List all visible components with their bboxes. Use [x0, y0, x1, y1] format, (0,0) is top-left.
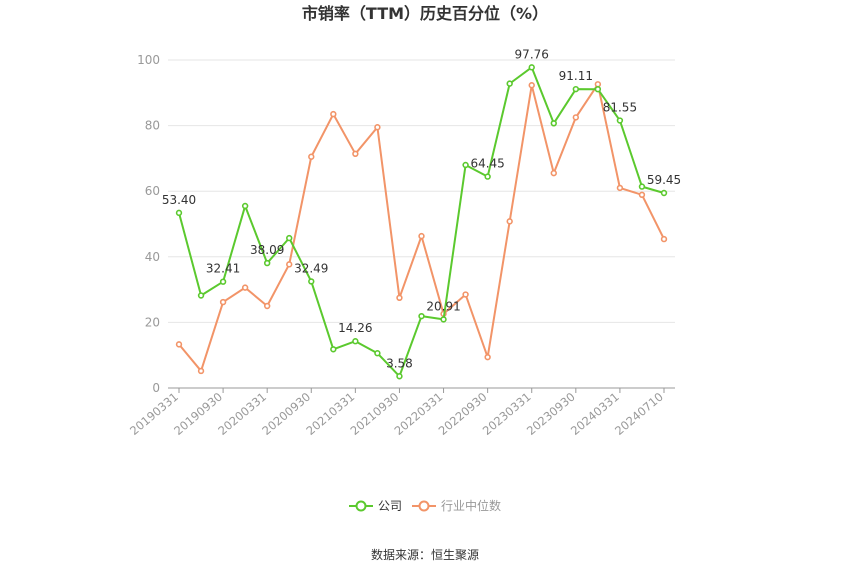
- industry-point[interactable]: [638, 191, 646, 199]
- legend-marker-icon: [355, 500, 367, 512]
- industry-point[interactable]: [219, 298, 227, 306]
- y-tick-label: 60: [145, 184, 160, 198]
- company-point[interactable]: [330, 346, 337, 353]
- industry-series-line: [178, 83, 665, 372]
- company-point[interactable]: [241, 202, 249, 210]
- company-point[interactable]: [506, 80, 513, 87]
- grid: [168, 59, 675, 323]
- industry-point[interactable]: [616, 184, 624, 192]
- industry-point[interactable]: [241, 284, 249, 291]
- industry-point[interactable]: [418, 232, 425, 240]
- source-note: 数据来源：恒生聚源: [371, 547, 479, 562]
- industry-point[interactable]: [197, 367, 205, 375]
- axes: 0204060801002019033120190930202003312020…: [127, 53, 675, 438]
- industry-point[interactable]: [484, 353, 491, 361]
- data-label: 14.26: [338, 321, 372, 335]
- company-point[interactable]: [396, 373, 403, 380]
- data-label: 32.41: [206, 262, 240, 276]
- company-point[interactable]: [352, 338, 359, 345]
- company-point[interactable]: [528, 64, 535, 71]
- industry-point[interactable]: [352, 150, 359, 158]
- industry-point[interactable]: [374, 124, 381, 131]
- company-point[interactable]: [197, 292, 205, 299]
- company-point[interactable]: [616, 117, 624, 124]
- series-layer: [175, 64, 668, 380]
- data-label: 53.40: [162, 193, 196, 207]
- y-tick-label: 40: [145, 250, 160, 264]
- company-point[interactable]: [462, 161, 469, 169]
- company-point[interactable]: [638, 183, 646, 190]
- y-tick-label: 80: [145, 119, 160, 133]
- data-label: 64.45: [470, 157, 504, 171]
- chart-title: 市销率（TTM）历史百分位（%）: [302, 4, 548, 23]
- industry-point[interactable]: [660, 235, 668, 243]
- data-label: 97.76: [515, 47, 549, 61]
- y-tick-label: 0: [152, 381, 160, 395]
- legend-label: 公司: [378, 499, 402, 513]
- industry-point[interactable]: [528, 82, 535, 89]
- data-label: 59.45: [647, 173, 681, 187]
- company-point[interactable]: [418, 312, 425, 320]
- data-label: 91.11: [559, 69, 593, 83]
- x-tick-label: 20240710: [612, 390, 666, 438]
- data-label: 32.49: [294, 261, 328, 275]
- industry-point[interactable]: [330, 110, 337, 118]
- industry-point[interactable]: [263, 302, 271, 310]
- company-point[interactable]: [308, 278, 315, 285]
- y-tick-label: 100: [137, 53, 160, 67]
- company-point[interactable]: [484, 173, 491, 180]
- y-tick-label: 20: [145, 315, 160, 329]
- legend[interactable]: 公司 行业中位数: [349, 498, 501, 513]
- legend-label: 行业中位数: [441, 498, 501, 513]
- industry-point[interactable]: [572, 114, 580, 121]
- industry-point[interactable]: [308, 153, 315, 160]
- industry-point[interactable]: [175, 341, 183, 348]
- data-label: 38.09: [250, 243, 284, 257]
- industry-point[interactable]: [506, 218, 513, 225]
- company-point[interactable]: [594, 85, 602, 93]
- industry-point[interactable]: [594, 81, 602, 88]
- legend-item-industry[interactable]: 行业中位数: [412, 498, 501, 513]
- data-label: 81.55: [603, 101, 637, 115]
- industry-point[interactable]: [286, 261, 293, 268]
- company-point[interactable]: [440, 316, 447, 323]
- company-point[interactable]: [263, 259, 271, 267]
- data-label: 20.91: [426, 299, 460, 313]
- company-series-line: [178, 66, 665, 378]
- company-point[interactable]: [572, 85, 580, 93]
- data-labels: 53.40 32.41 38.09 32.49 14.26 3.58 20.91 64.45 9…: [162, 47, 681, 370]
- industry-point[interactable]: [550, 169, 557, 177]
- industry-point[interactable]: [396, 294, 403, 301]
- legend-item-company[interactable]: 公司: [349, 499, 402, 513]
- company-point[interactable]: [550, 120, 557, 127]
- company-point[interactable]: [286, 234, 293, 242]
- company-point[interactable]: [175, 209, 183, 217]
- company-point[interactable]: [660, 189, 668, 197]
- legend-marker-icon: [418, 500, 430, 512]
- industry-point[interactable]: [462, 291, 469, 298]
- company-point[interactable]: [374, 350, 381, 357]
- company-point[interactable]: [219, 278, 227, 285]
- data-label: 3.58: [386, 356, 413, 370]
